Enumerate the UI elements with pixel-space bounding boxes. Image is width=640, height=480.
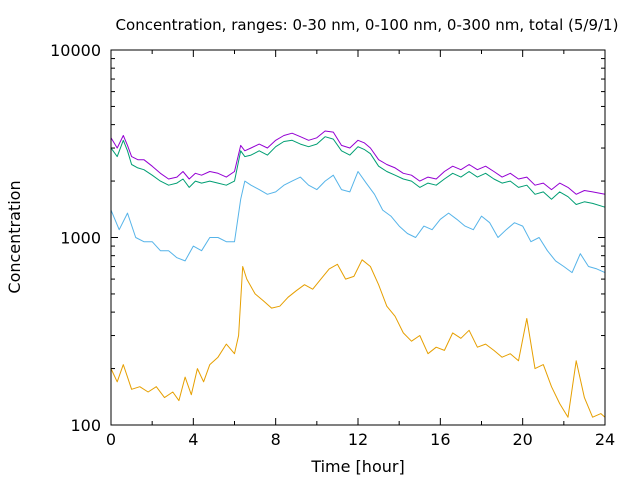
series-line-4 — [110, 259, 606, 418]
series-line-2 — [110, 136, 606, 208]
y-axis-label: Concentration — [5, 180, 24, 293]
x-tick-label: 8 — [271, 430, 281, 449]
x-axis-label: Time [hour] — [310, 457, 404, 476]
chart-title: Concentration, ranges: 0-30 nm, 0-100 nm… — [116, 16, 619, 34]
x-tick-label: 24 — [595, 430, 615, 449]
y-tick-label: 100 — [70, 416, 101, 435]
x-tick-label: 16 — [430, 430, 450, 449]
series-line-1 — [110, 130, 606, 195]
x-tick-label: 20 — [512, 430, 532, 449]
y-tick-label: 1000 — [60, 229, 101, 248]
series-line-3 — [110, 171, 606, 274]
x-tick-label: 4 — [188, 430, 198, 449]
y-tick-label: 10000 — [50, 41, 101, 60]
series-layer — [110, 130, 606, 418]
x-tick-label: 12 — [348, 430, 368, 449]
x-tick-label: 0 — [106, 430, 116, 449]
ticks-layer: 0 4 8 12 16 20 24 100 1000 10000 — [50, 41, 615, 449]
